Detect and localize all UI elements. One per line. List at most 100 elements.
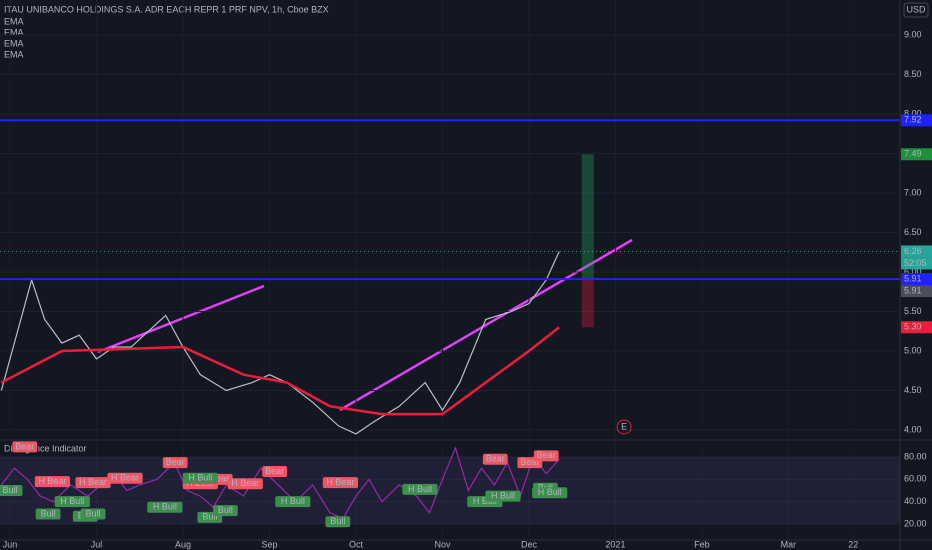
- x-tick-label: 22: [848, 539, 858, 549]
- signal-label: H Bull: [473, 496, 497, 506]
- signal-label: H Bear: [326, 477, 354, 487]
- price-label: 7.49: [904, 149, 922, 159]
- price-label-box: [901, 321, 932, 334]
- x-tick-label: 2021: [605, 539, 625, 549]
- y-tick-label: 8.50: [904, 69, 922, 79]
- signal-box: [485, 490, 521, 502]
- stop-zone: [581, 279, 594, 328]
- signal-label: H Bear: [231, 478, 259, 488]
- y-tick-label: 4.00: [904, 424, 922, 434]
- signal-box: [262, 466, 288, 478]
- signal-label: Bull: [218, 505, 233, 515]
- signal-box: [0, 485, 23, 497]
- price-label: 7.92: [904, 115, 922, 125]
- y-tick-label: 5.00: [904, 345, 922, 355]
- signal-label: H Bear: [111, 473, 139, 483]
- trendline: [97, 284, 265, 354]
- x-tick-label: Dec: [521, 539, 538, 549]
- signal-box: [482, 453, 508, 465]
- x-tick-label: Sep: [261, 539, 277, 549]
- signal-label: H Bull: [153, 502, 177, 512]
- trendline: [339, 238, 633, 412]
- price-label: 5.91: [904, 285, 922, 295]
- signal-box: [533, 450, 559, 462]
- signal-label: Bull: [202, 512, 217, 522]
- signal-box: [34, 476, 71, 488]
- signal-box: [532, 487, 568, 499]
- oscillator-band: [0, 456, 900, 525]
- x-tick-label: Mar: [781, 539, 797, 549]
- signal-box: [275, 496, 311, 508]
- y-tick-label: 80.00: [904, 451, 927, 461]
- x-tick-label: Nov: [434, 539, 451, 549]
- signal-box: [182, 472, 218, 484]
- signal-label: H Bull: [188, 473, 212, 483]
- price-label: 6.26: [904, 246, 922, 256]
- signal-label: Bear: [166, 457, 185, 467]
- price-label-box: [901, 148, 932, 161]
- x-tick-label: Aug: [175, 539, 191, 549]
- signal-label: Bull: [3, 485, 18, 495]
- signal-label: Bull: [86, 508, 101, 518]
- chart-title: ITAU UNIBANCO HOLDINGS S.A. ADR EACH REP…: [4, 4, 329, 14]
- signal-box: [402, 483, 438, 495]
- signal-box: [80, 508, 106, 520]
- series-line: [0, 446, 560, 520]
- signal-label: H Bull: [60, 496, 84, 506]
- indicator-label: EMA: [4, 27, 24, 37]
- signal-box: [147, 501, 183, 513]
- target-zone: [581, 154, 594, 280]
- signal-label: H Bull: [281, 496, 305, 506]
- countdown-box: [901, 257, 932, 270]
- y-tick-label: 5.50: [904, 306, 922, 316]
- event-marker: [616, 419, 632, 435]
- signal-label: Bear: [520, 457, 539, 467]
- x-tick-label: Feb: [694, 539, 710, 549]
- x-tick-label: Oct: [349, 539, 364, 549]
- price-label-box: [901, 273, 932, 286]
- signal-label: H Bear: [79, 477, 107, 487]
- signal-box: [212, 505, 238, 517]
- signal-label: H Bear: [38, 476, 66, 486]
- signal-label: Bull: [330, 516, 345, 526]
- signal-box: [75, 477, 111, 489]
- signal-label: H Bull: [408, 484, 432, 494]
- price-label-box: [901, 114, 932, 127]
- signal-label: Bear: [265, 466, 284, 476]
- x-tick-label: Jul: [91, 539, 103, 549]
- signal-box: [162, 457, 188, 469]
- indicator-label: EMA: [4, 16, 24, 26]
- signal-label: H Bull: [538, 487, 562, 497]
- price-label-box: [901, 245, 932, 258]
- y-tick-label: 60.00: [904, 474, 927, 484]
- oscillator-title: Divergence Indicator: [4, 443, 87, 453]
- signal-label: H Bull: [491, 490, 515, 500]
- signal-label: Bear: [15, 441, 34, 451]
- signal-box: [12, 441, 38, 453]
- y-tick-label: 20.00: [904, 518, 927, 528]
- event-label: E: [621, 421, 627, 431]
- price-label: 5.91: [904, 273, 922, 283]
- y-tick-label: 7.00: [904, 187, 922, 197]
- y-tick-label: 6.00: [904, 266, 922, 276]
- signal-box: [322, 477, 359, 489]
- currency: USD: [906, 4, 926, 14]
- price-label: 5.30: [904, 322, 922, 332]
- signal-label: Bear: [537, 450, 556, 460]
- indicator-label: EMA: [4, 38, 24, 48]
- countdown: 52:05: [904, 258, 927, 268]
- signal-box: [227, 478, 263, 490]
- currency-box[interactable]: [903, 2, 929, 18]
- signal-label: Bear: [486, 454, 505, 464]
- series-line: [0, 326, 561, 416]
- y-tick-label: 9.00: [904, 29, 922, 39]
- y-tick-label: 4.50: [904, 385, 922, 395]
- indicator-label: EMA: [4, 49, 24, 59]
- y-tick-label: 40.00: [904, 496, 927, 506]
- y-tick-label: 8.00: [904, 108, 922, 118]
- signal-box: [35, 508, 61, 520]
- price-label-box: [901, 285, 932, 298]
- y-tick-label: 6.50: [904, 227, 922, 237]
